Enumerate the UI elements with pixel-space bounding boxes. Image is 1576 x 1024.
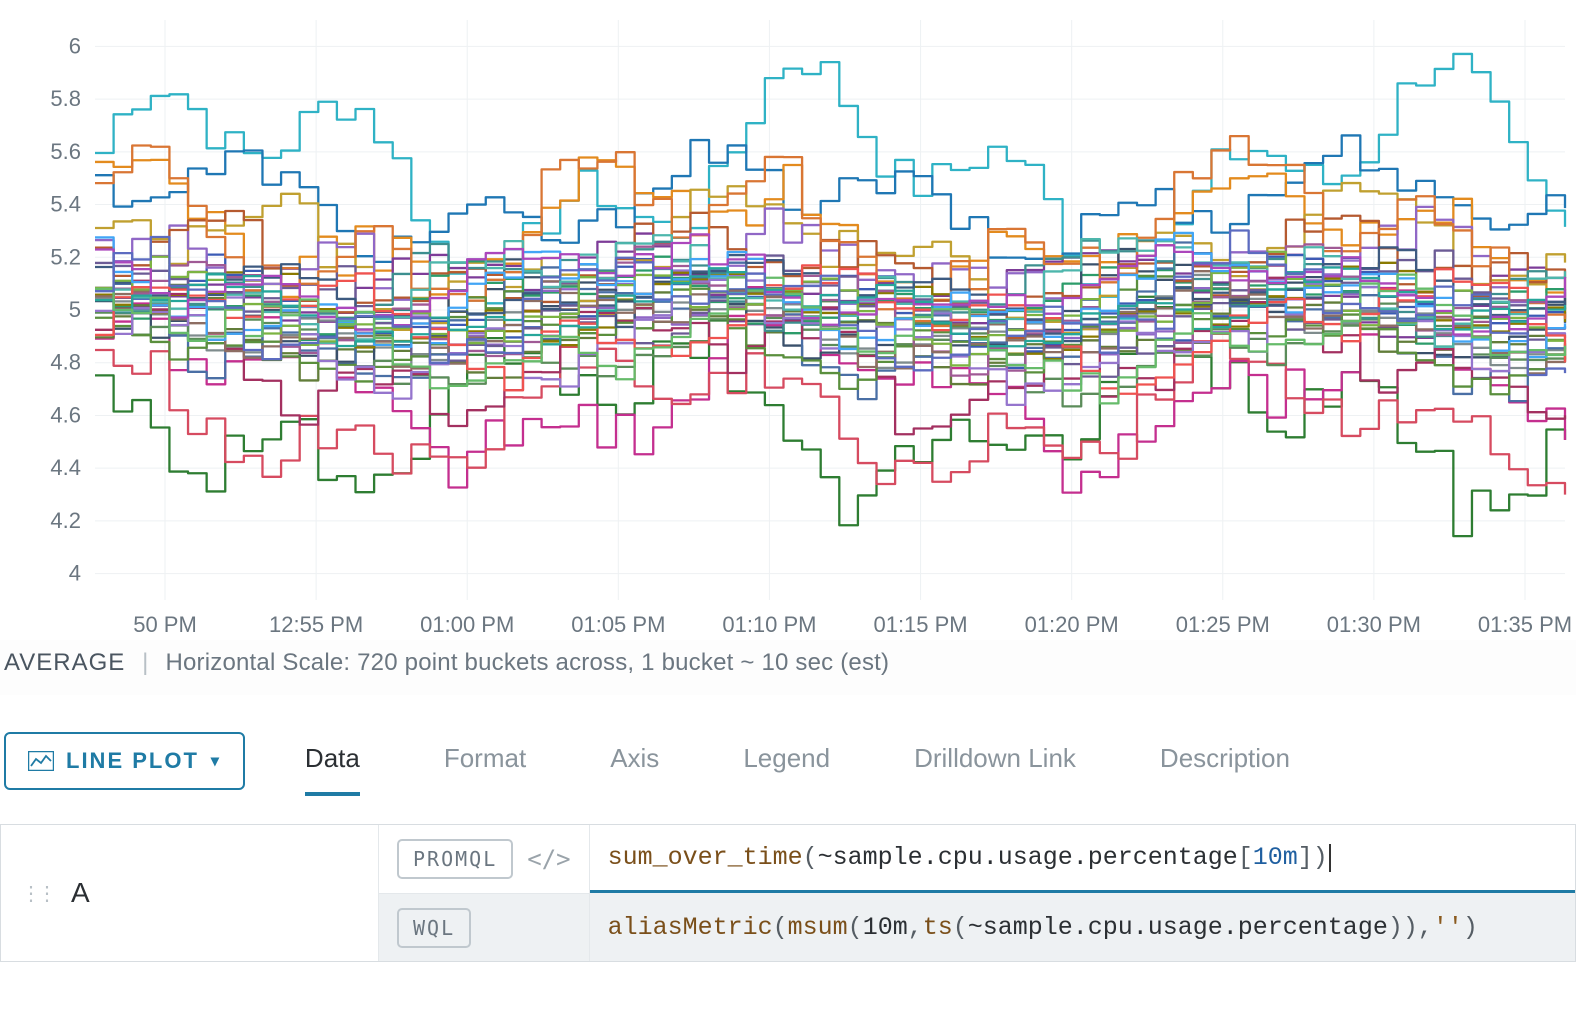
promql-input[interactable]: sum_over_time(~sample.cpu.usage.percenta… (590, 825, 1575, 893)
svg-text:5: 5 (69, 297, 81, 322)
tab-format[interactable]: Format (444, 725, 526, 796)
query-name: A (71, 877, 90, 909)
tab-bar: Data Format Axis Legend Drilldown Link Descri… (285, 725, 1332, 796)
svg-text:5.4: 5.4 (50, 192, 81, 217)
tab-legend[interactable]: Legend (743, 725, 830, 796)
svg-text:4.8: 4.8 (50, 350, 81, 375)
svg-text:4.4: 4.4 (50, 455, 81, 480)
query-block: ⋮⋮ A PROMQL </> WQL sum_over_time(~sampl… (0, 824, 1576, 962)
tab-description[interactable]: Description (1160, 725, 1290, 796)
svg-text:5.6: 5.6 (50, 139, 81, 164)
drag-handle-icon[interactable]: ⋮⋮ (21, 881, 53, 906)
svg-text:01:35 PM: 01:35 PM (1478, 612, 1572, 637)
svg-text:01:15 PM: 01:15 PM (873, 612, 967, 637)
query-name-cell[interactable]: ⋮⋮ A (1, 825, 379, 961)
promql-button[interactable]: PROMQL (397, 839, 513, 879)
svg-text:4: 4 (69, 561, 81, 586)
svg-text:5.2: 5.2 (50, 244, 81, 269)
tab-data[interactable]: Data (305, 725, 360, 796)
svg-text:01:25 PM: 01:25 PM (1176, 612, 1270, 637)
svg-text:01:10 PM: 01:10 PM (722, 612, 816, 637)
svg-text:01:20 PM: 01:20 PM (1025, 612, 1119, 637)
divider: | (142, 649, 148, 676)
svg-text:4.2: 4.2 (50, 508, 81, 533)
chevron-down-icon: ▾ (211, 751, 221, 771)
scale-text: Horizontal Scale: 720 point buckets acro… (165, 649, 889, 676)
query-editor-column: sum_over_time(~sample.cpu.usage.percenta… (590, 825, 1575, 961)
plot-type-dropdown[interactable]: LINE PLOT ▾ (4, 732, 245, 790)
svg-text:01:30 PM: 01:30 PM (1327, 612, 1421, 637)
controls-row: LINE PLOT ▾ Data Format Axis Legend Drilldow… (0, 725, 1576, 796)
code-icon[interactable]: </> (527, 845, 570, 873)
svg-text:6: 6 (69, 33, 81, 58)
summary-label: AVERAGE (4, 649, 125, 676)
svg-text:50 PM: 50 PM (133, 612, 197, 637)
svg-text:12:55 PM: 12:55 PM (269, 612, 363, 637)
line-plot-icon (28, 751, 54, 771)
chart-panel[interactable]: 44.24.44.64.855.25.45.65.8650 PM12:55 PM… (0, 0, 1576, 630)
query-lang-column: PROMQL </> WQL (379, 825, 590, 961)
text-cursor (1329, 844, 1331, 872)
svg-text:5.8: 5.8 (50, 86, 81, 111)
svg-text:4.6: 4.6 (50, 402, 81, 427)
tab-axis[interactable]: Axis (610, 725, 659, 796)
wql-button[interactable]: WQL (397, 908, 471, 948)
wql-input[interactable]: aliasMetric(msum(10m, ts(~sample.cpu.usa… (590, 893, 1575, 961)
svg-text:01:05 PM: 01:05 PM (571, 612, 665, 637)
line-chart: 4 4.2 4.4 4.6 4.8 5 5.2 5.4 5.6 5.8 6 50 PM 12:55 PM… (0, 10, 1576, 640)
wql-lang-row: WQL (379, 893, 589, 961)
tab-drilldown-link[interactable]: Drilldown Link (914, 725, 1076, 796)
plot-type-label: LINE PLOT (66, 748, 199, 774)
svg-text:01:00 PM: 01:00 PM (420, 612, 514, 637)
promql-lang-row: PROMQL </> (379, 825, 589, 893)
